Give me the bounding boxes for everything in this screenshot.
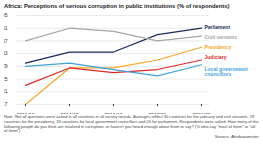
svg-text:Local governmentcouncillors: Local governmentcouncillors [205,66,248,77]
svg-text:Parliament: Parliament [205,24,231,30]
svg-text:21: 21 [4,88,8,94]
svg-text:2019/21: 2019/21 [148,112,166,114]
svg-text:2014/15: 2014/15 [60,112,78,114]
html-text:Source: Afrobarometer: Source: Afrobarometer [214,134,259,140]
svg-text:2011/13: 2011/13 [17,112,35,114]
svg-text:17: 17 [4,101,8,107]
svg-text:Civil servants: Civil servants [205,34,238,40]
svg-text:29: 29 [4,63,8,69]
svg-text:37: 37 [4,38,8,44]
svg-text:2021/22: 2021/22 [192,112,210,114]
svg-text:Judiciary: Judiciary [205,54,227,60]
svg-text:Presidency: Presidency [205,44,232,50]
svg-text:33: 33 [4,50,8,56]
svg-text:2016/18: 2016/18 [104,112,122,114]
svg-text:41: 41 [4,25,8,31]
html-text:Note: Not all questions were a: Note: Not all questions were asked in al… [4,114,259,134]
html-text:Africa: Perceptions of serious: Africa: Perceptions of serious corruptio… [4,3,230,9]
svg-text:45: 45 [4,12,8,18]
svg-text:25: 25 [4,76,8,82]
